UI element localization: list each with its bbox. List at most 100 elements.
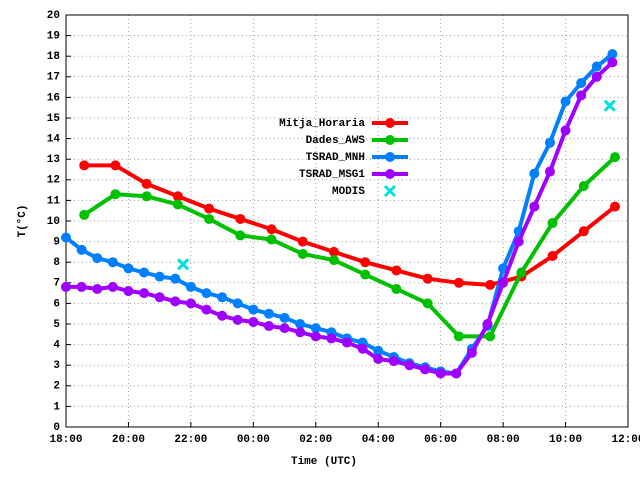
marker xyxy=(217,310,228,321)
series-line xyxy=(84,163,617,287)
marker xyxy=(516,267,527,278)
marker xyxy=(61,281,71,292)
y-axis-label: T(°C) xyxy=(17,204,29,237)
legend-marker xyxy=(385,118,395,128)
legend-label: MODIS xyxy=(332,186,365,198)
x-tick-label: 12:00 xyxy=(611,434,640,446)
marker xyxy=(310,323,321,334)
marker xyxy=(61,232,71,243)
marker xyxy=(279,312,290,323)
legend-label: TSRAD_MSG1 xyxy=(299,169,365,181)
marker xyxy=(547,251,558,262)
x-tick-label: 00:00 xyxy=(237,434,270,446)
marker xyxy=(123,286,134,297)
marker xyxy=(451,368,462,379)
marker xyxy=(201,288,212,299)
marker xyxy=(422,273,433,284)
legend-marker xyxy=(385,152,395,162)
x-tick-label: 20:00 xyxy=(112,434,145,446)
marker xyxy=(328,246,339,257)
y-tick-label: 4 xyxy=(53,340,60,352)
x-tick-label: 18:00 xyxy=(49,434,82,446)
marker xyxy=(603,99,616,112)
legend-label: Mitja_Horaria xyxy=(279,118,365,130)
legend-marker xyxy=(383,184,397,198)
marker xyxy=(435,368,446,379)
marker xyxy=(391,265,402,276)
marker xyxy=(544,166,555,177)
marker xyxy=(328,255,339,266)
marker xyxy=(295,319,306,329)
marker xyxy=(141,178,152,189)
y-tick-label: 18 xyxy=(47,51,61,63)
x-tick-label: 04:00 xyxy=(362,434,395,446)
marker xyxy=(544,137,555,148)
y-tick-label: 19 xyxy=(47,31,60,43)
marker xyxy=(170,273,181,284)
y-tick-label: 15 xyxy=(47,113,61,125)
marker xyxy=(139,267,150,278)
marker xyxy=(79,209,90,220)
marker xyxy=(204,203,215,214)
marker xyxy=(172,191,183,202)
y-tick-label: 3 xyxy=(53,360,60,372)
y-tick-label: 1 xyxy=(53,401,60,413)
marker xyxy=(248,304,259,315)
marker xyxy=(529,201,540,212)
marker xyxy=(110,189,121,200)
marker xyxy=(578,226,589,237)
marker xyxy=(76,281,87,292)
marker xyxy=(177,258,190,271)
marker xyxy=(123,263,134,274)
series-line xyxy=(66,60,614,376)
marker xyxy=(79,160,90,171)
y-tick-label: 9 xyxy=(53,237,60,249)
y-tick-label: 12 xyxy=(47,175,60,187)
x-tick-label: 06:00 xyxy=(424,434,457,446)
y-tick-label: 14 xyxy=(47,134,61,146)
marker xyxy=(498,277,509,288)
marker xyxy=(388,356,399,367)
y-tick-label: 10 xyxy=(47,216,60,228)
marker xyxy=(576,90,587,101)
marker xyxy=(266,234,277,245)
marker xyxy=(466,347,477,358)
plot-border xyxy=(65,14,629,428)
marker xyxy=(420,364,431,375)
y-tick-label: 6 xyxy=(53,298,60,310)
marker xyxy=(263,321,274,332)
y-tick-label: 17 xyxy=(47,72,60,84)
x-tick-label: 10:00 xyxy=(549,434,582,446)
marker xyxy=(513,236,524,247)
marker xyxy=(297,236,308,247)
x-axis-label: Time (UTC) xyxy=(291,456,357,468)
marker xyxy=(360,269,371,280)
marker xyxy=(248,316,259,327)
marker xyxy=(92,283,103,294)
marker xyxy=(529,168,540,179)
marker xyxy=(141,191,152,202)
marker xyxy=(607,57,618,68)
marker xyxy=(170,296,181,307)
marker xyxy=(263,308,274,319)
marker xyxy=(110,160,121,171)
y-tick-label: 16 xyxy=(47,92,60,104)
marker xyxy=(232,314,243,325)
marker xyxy=(154,292,165,303)
marker xyxy=(326,333,337,344)
legend-label: TSRAD_MNH xyxy=(306,152,365,164)
y-tick-label: 2 xyxy=(53,381,60,393)
marker xyxy=(485,331,496,342)
marker xyxy=(560,96,571,107)
marker xyxy=(453,331,464,342)
y-tick-label: 8 xyxy=(53,257,60,269)
marker xyxy=(107,257,118,268)
marker xyxy=(217,292,228,303)
marker xyxy=(373,345,384,356)
marker xyxy=(578,180,589,191)
x-tick-label: 02:00 xyxy=(299,434,332,446)
legend-marker xyxy=(385,169,395,179)
marker xyxy=(342,337,352,348)
marker xyxy=(607,49,618,60)
